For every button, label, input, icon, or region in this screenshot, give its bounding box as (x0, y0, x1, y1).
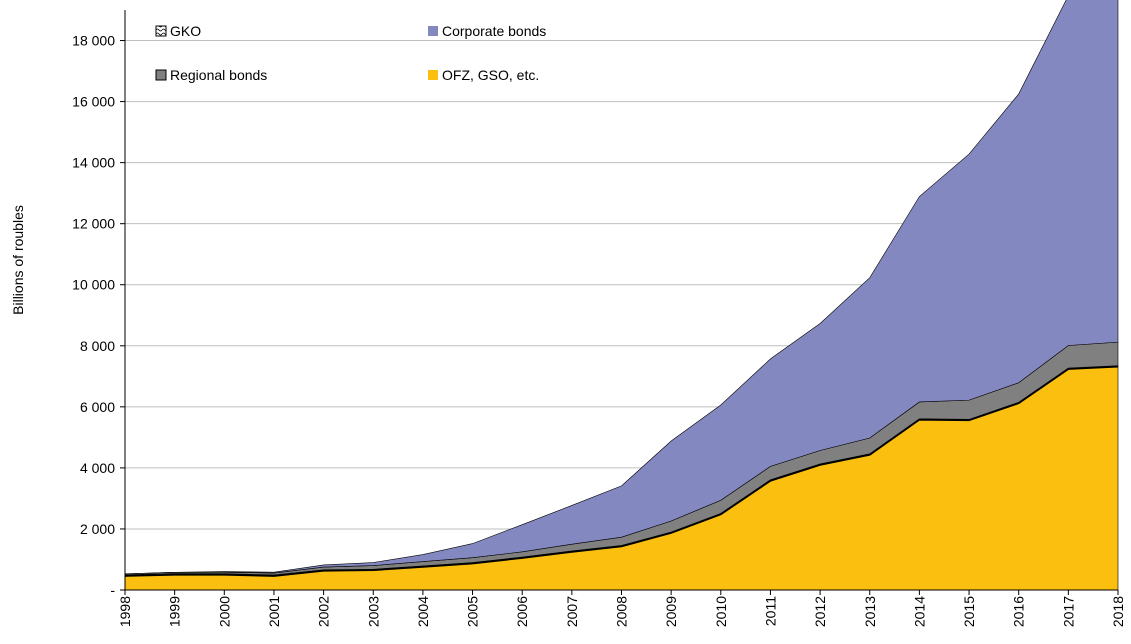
legend-label-gko: GKO (170, 23, 201, 39)
x-tick-label: 2012 (812, 596, 828, 627)
x-tick-label: 2001 (266, 596, 282, 627)
x-tick-label: 2016 (1011, 596, 1027, 627)
x-tick-label: 2017 (1060, 596, 1076, 627)
stacked-areas (124, 0, 1119, 591)
x-tick-label: 2004 (415, 596, 431, 627)
y-tick-label: 16 000 (72, 94, 115, 110)
x-tick-label: 2011 (762, 596, 778, 626)
x-tick-label: 1999 (167, 596, 183, 627)
x-tick-label: 2014 (911, 596, 927, 627)
y-tick-label: 14 000 (72, 155, 115, 171)
x-tick-label: 2008 (614, 596, 630, 627)
y-tick-label: - (110, 582, 115, 598)
legend-label-ofz-gso-etc: OFZ, GSO, etc. (442, 67, 539, 83)
x-tick-label: 2013 (862, 596, 878, 627)
y-tick-label: 12 000 (72, 216, 115, 232)
y-tick-label: 8 000 (80, 338, 115, 354)
legend-swatch-corporate-bonds (428, 26, 438, 36)
x-tick-label: 2018 (1110, 596, 1126, 627)
y-tick-label: 18 000 (72, 33, 115, 49)
x-tick-label: 2002 (316, 596, 332, 627)
y-axis-title: Billions of roubles (10, 205, 26, 315)
legend-swatch-regional-bonds (155, 69, 167, 81)
y-tick-label: 6 000 (80, 399, 115, 415)
gridlines (125, 40, 1118, 530)
legend-label-regional-bonds: Regional bonds (170, 67, 267, 83)
y-tick-label: 10 000 (72, 277, 115, 293)
legend-label-corporate-bonds: Corporate bonds (442, 23, 546, 39)
y-tick-labels: - 2 000 4 000 6 000 8 000 10 000 12 000 14 000 1… (72, 33, 115, 598)
legend-swatch-gko (155, 25, 167, 37)
x-tick-label: 2003 (365, 596, 381, 627)
y-tick-label: 4 000 (80, 460, 115, 476)
x-tick-label: 2005 (465, 596, 481, 627)
y-tick-label: 2 000 (80, 521, 115, 537)
x-tick-label: 2006 (514, 596, 530, 627)
ofz-boundary-line (124, 365, 1119, 577)
x-tick-label: 2010 (713, 596, 729, 627)
x-tick-label: 2000 (216, 596, 232, 627)
x-tick-label: 2007 (564, 596, 580, 627)
legend: GKO Corporate bonds Regional bonds OFZ, GSO… (155, 23, 546, 83)
x-tick-labels: 1998 1999 2000 2001 2002 2003 2004 2005 2006 2007… (117, 596, 1126, 627)
area-corporate-bonds (124, 0, 1119, 575)
axes (120, 10, 1119, 595)
x-tick-label: 2009 (663, 596, 679, 627)
x-tick-label: 2015 (961, 596, 977, 627)
x-tick-label: 1998 (117, 596, 133, 627)
legend-swatch-ofz-gso-etc (428, 70, 438, 80)
